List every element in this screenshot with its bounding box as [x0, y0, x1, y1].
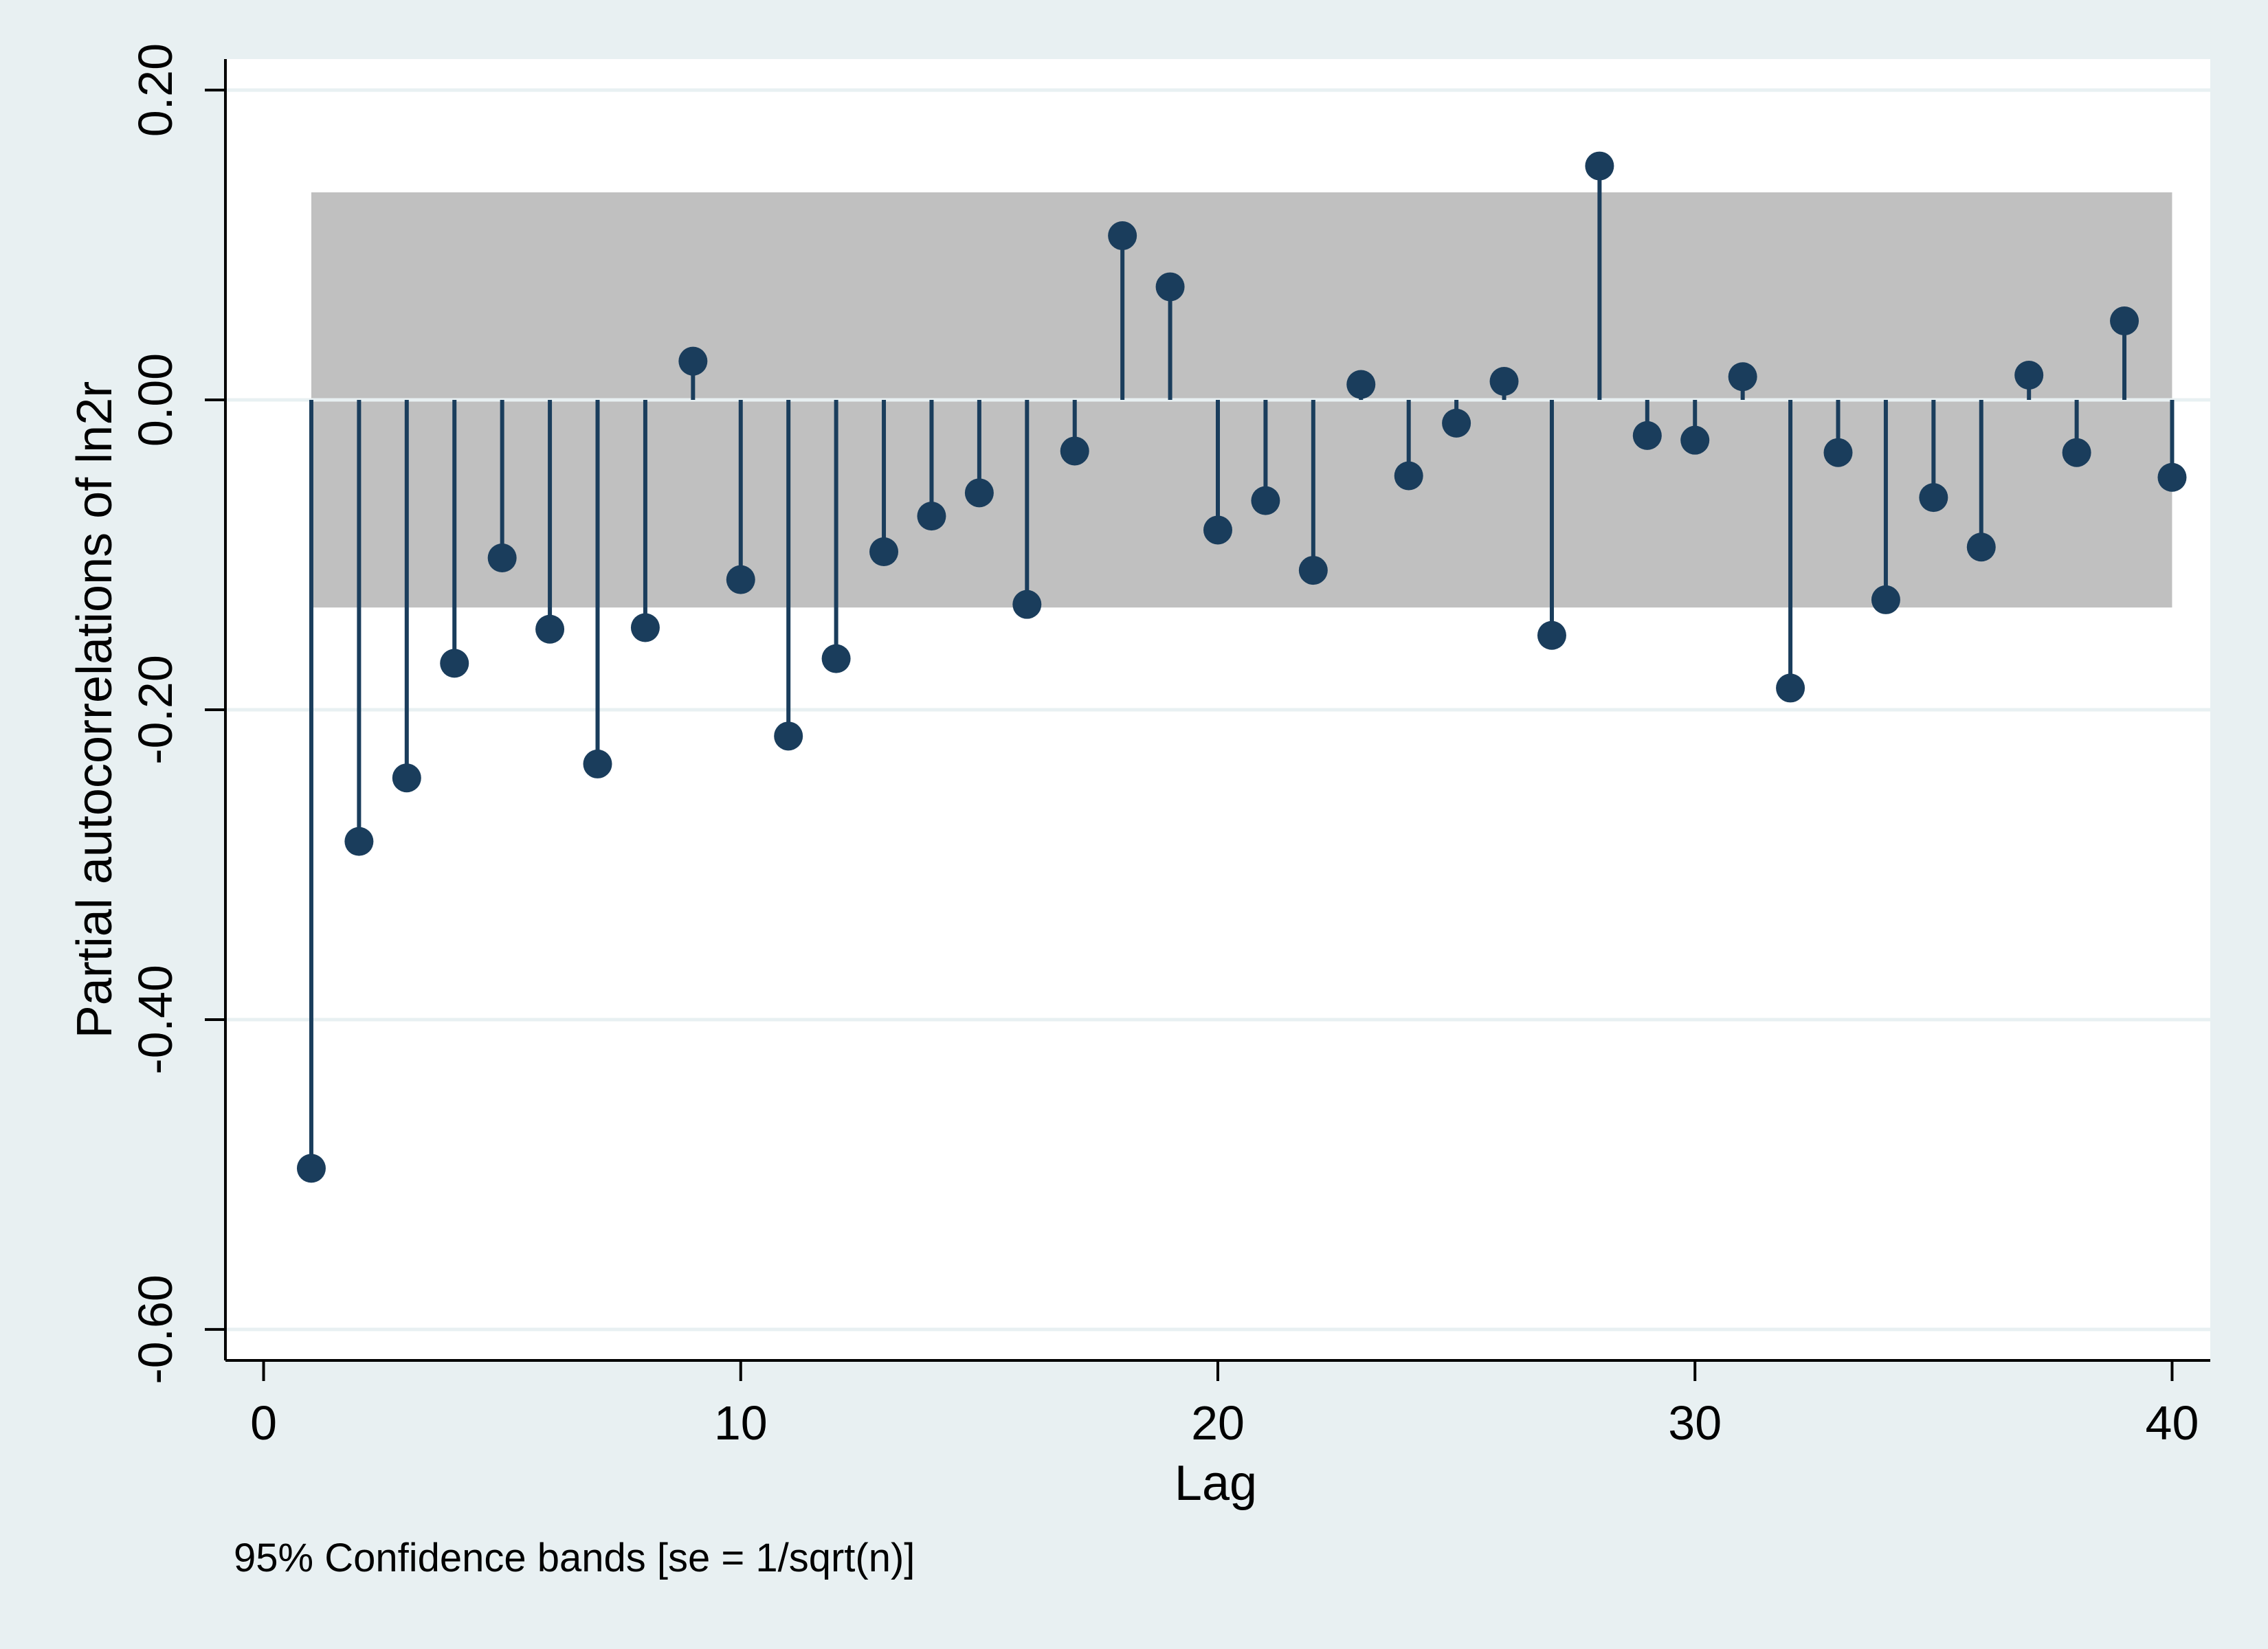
y-axis-ticks: 0.20 0.00 -0.20 -0.40 -0.60	[129, 43, 225, 1384]
x-tick-label: 30	[1668, 1396, 1722, 1450]
x-tick-label: 10	[714, 1396, 768, 1450]
x-axis-title: Lag	[1175, 1456, 1257, 1511]
pacf-point	[726, 565, 755, 594]
pacf-point	[1966, 532, 1996, 562]
y-tick-label: -0.60	[129, 1275, 182, 1384]
pacf-point	[678, 346, 708, 376]
pacf-point	[2110, 306, 2139, 336]
pacf-point	[2062, 438, 2091, 467]
x-tick-label: 40	[2146, 1396, 2199, 1450]
pacf-point	[1585, 151, 1614, 181]
pacf-point	[344, 827, 374, 856]
pacf-point	[1394, 461, 1423, 491]
confidence-band-note: 95% Confidence bands [se = 1/sqrt(n)]	[234, 1536, 915, 1580]
pacf-point	[1060, 436, 1089, 466]
pacf-point	[1346, 370, 1376, 399]
pacf-point	[821, 644, 851, 673]
x-tick-label: 20	[1191, 1396, 1245, 1450]
pacf-point	[583, 749, 612, 778]
pacf-point	[487, 543, 517, 573]
pacf-point	[1155, 272, 1185, 302]
pacf-point	[1108, 221, 1137, 251]
pacf-point	[964, 478, 994, 508]
markers	[296, 151, 2187, 1183]
y-tick-label: -0.20	[129, 655, 182, 765]
gridlines	[225, 88, 2210, 1332]
pacf-point	[1823, 438, 1853, 467]
pacf-point	[1728, 362, 1757, 392]
pacf-point	[296, 1154, 326, 1183]
pacf-point	[630, 613, 660, 642]
pacf-point	[1680, 425, 1710, 455]
pacf-point	[1489, 366, 1519, 396]
pacf-point	[869, 537, 899, 567]
pacf-point	[1298, 556, 1328, 585]
pacf-point	[917, 502, 946, 531]
pacf-point	[1203, 515, 1232, 545]
pacf-point	[1871, 585, 1900, 614]
x-tick-label: 0	[250, 1396, 277, 1450]
pacf-point	[392, 763, 421, 793]
pacf-point	[2014, 360, 2044, 390]
pacf-point	[1537, 620, 1566, 650]
x-axis-ticks: 0 10 20 30 40	[250, 1360, 2199, 1450]
pacf-point	[535, 614, 565, 644]
y-axis-title: Partial autocorrelations of ln2r	[67, 381, 122, 1039]
pacf-point	[1251, 486, 1280, 515]
y-tick-label: 0.00	[129, 353, 182, 447]
pacf-point	[1442, 408, 1471, 438]
pacf-point	[1632, 420, 1662, 450]
pacf-point	[1919, 483, 1948, 513]
stems	[309, 166, 2175, 1169]
y-tick-label: -0.40	[129, 965, 182, 1075]
pacf-point	[1012, 590, 1042, 619]
pacf-point	[440, 649, 469, 678]
pacf-point	[2157, 462, 2187, 492]
pacf-point	[1776, 673, 1805, 703]
pacf-point	[774, 721, 803, 751]
y-tick-label: 0.20	[129, 43, 182, 137]
